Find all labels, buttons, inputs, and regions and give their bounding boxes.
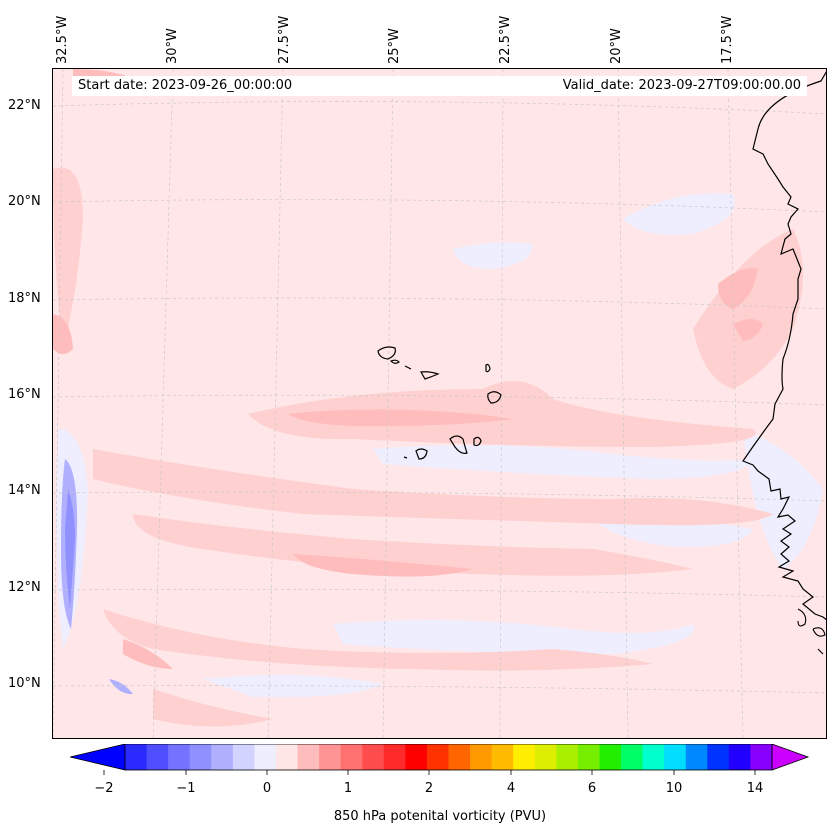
- pv-map: [52, 68, 827, 739]
- colorbar-tick: 4: [506, 781, 516, 796]
- lat-label: 12°N: [8, 580, 41, 595]
- colorbar-tick: 2: [424, 781, 434, 796]
- colorbar-segment: [340, 744, 363, 770]
- colorbar-segment: [362, 744, 385, 770]
- colorbar-segment: [189, 744, 212, 770]
- colorbar-segment: [319, 744, 342, 770]
- lon-label: 22.5°W: [498, 15, 513, 64]
- lon-label: 17.5°W: [720, 15, 735, 64]
- colorbar-segment: [426, 744, 449, 770]
- colorbar-title: 850 hPa potenital vorticity (PVU): [333, 809, 547, 824]
- colorbar-segment: [146, 744, 169, 770]
- colorbar-segment: [599, 744, 622, 770]
- colorbar-tick: −1: [176, 781, 196, 796]
- lat-label: 10°N: [8, 676, 41, 691]
- lat-label: 18°N: [8, 291, 41, 306]
- colorbar-segment: [556, 744, 579, 770]
- colorbar-segment: [254, 744, 277, 770]
- colorbar-segment: [577, 744, 600, 770]
- lon-label: 20°W: [609, 28, 624, 64]
- colorbar-segment: [383, 744, 406, 770]
- african-coastline: [742, 71, 826, 621]
- colorbar-segment: [275, 744, 299, 770]
- colorbar-segment: [513, 744, 536, 770]
- colorbar-segment: [211, 744, 234, 770]
- colorbar-tick: −2: [94, 781, 114, 796]
- colorbar-segment: [750, 744, 773, 770]
- colorbar-segment: [621, 744, 644, 770]
- colorbar-segment: [448, 744, 471, 770]
- lat-label: 14°N: [8, 483, 41, 498]
- date-banner: Start date: 2023-09-26_00:00:00 Valid_da…: [72, 76, 807, 96]
- colorbar-segment: [491, 744, 514, 770]
- colorbar-segment: [642, 744, 665, 770]
- colorbar-segment: [728, 744, 751, 770]
- colorbar-tick: 14: [746, 781, 764, 796]
- colorbar-segment: [405, 744, 428, 770]
- colorbar-segment: [470, 744, 493, 770]
- colorbar-segment: [685, 744, 708, 770]
- colorbar-tick: 0: [262, 781, 272, 796]
- pv-contour-field: [53, 69, 826, 738]
- colorbar-extend-min: [70, 744, 126, 771]
- colorbar-segment: [707, 744, 730, 770]
- cape-verde-islands: [377, 346, 502, 460]
- lon-label: 32.5°W: [55, 15, 70, 64]
- colorbar-segment: [664, 744, 687, 770]
- colorbar-segment: [168, 744, 191, 770]
- colorbar-segment: [297, 744, 320, 770]
- lat-label: 16°N: [8, 387, 41, 402]
- colorbar-tick: 10: [665, 781, 683, 796]
- lon-label: 27.5°W: [277, 15, 292, 64]
- lat-label: 20°N: [8, 194, 41, 209]
- colorbar-segment: [125, 744, 148, 770]
- colorbar: [70, 744, 810, 775]
- colorbar-tick: 1: [343, 781, 353, 796]
- colorbar-extend-max: [771, 744, 810, 771]
- valid-date-label: Valid_date: 2023-09-27T09:00:00.00: [562, 78, 801, 93]
- lat-label: 22°N: [8, 98, 41, 113]
- colorbar-segment: [534, 744, 557, 770]
- colorbar-segment: [232, 744, 255, 770]
- lon-label: 25°W: [387, 28, 402, 64]
- lon-label: 30°W: [165, 28, 180, 64]
- colorbar-tick: 6: [587, 781, 597, 796]
- start-date-label: Start date: 2023-09-26_00:00:00: [78, 78, 293, 93]
